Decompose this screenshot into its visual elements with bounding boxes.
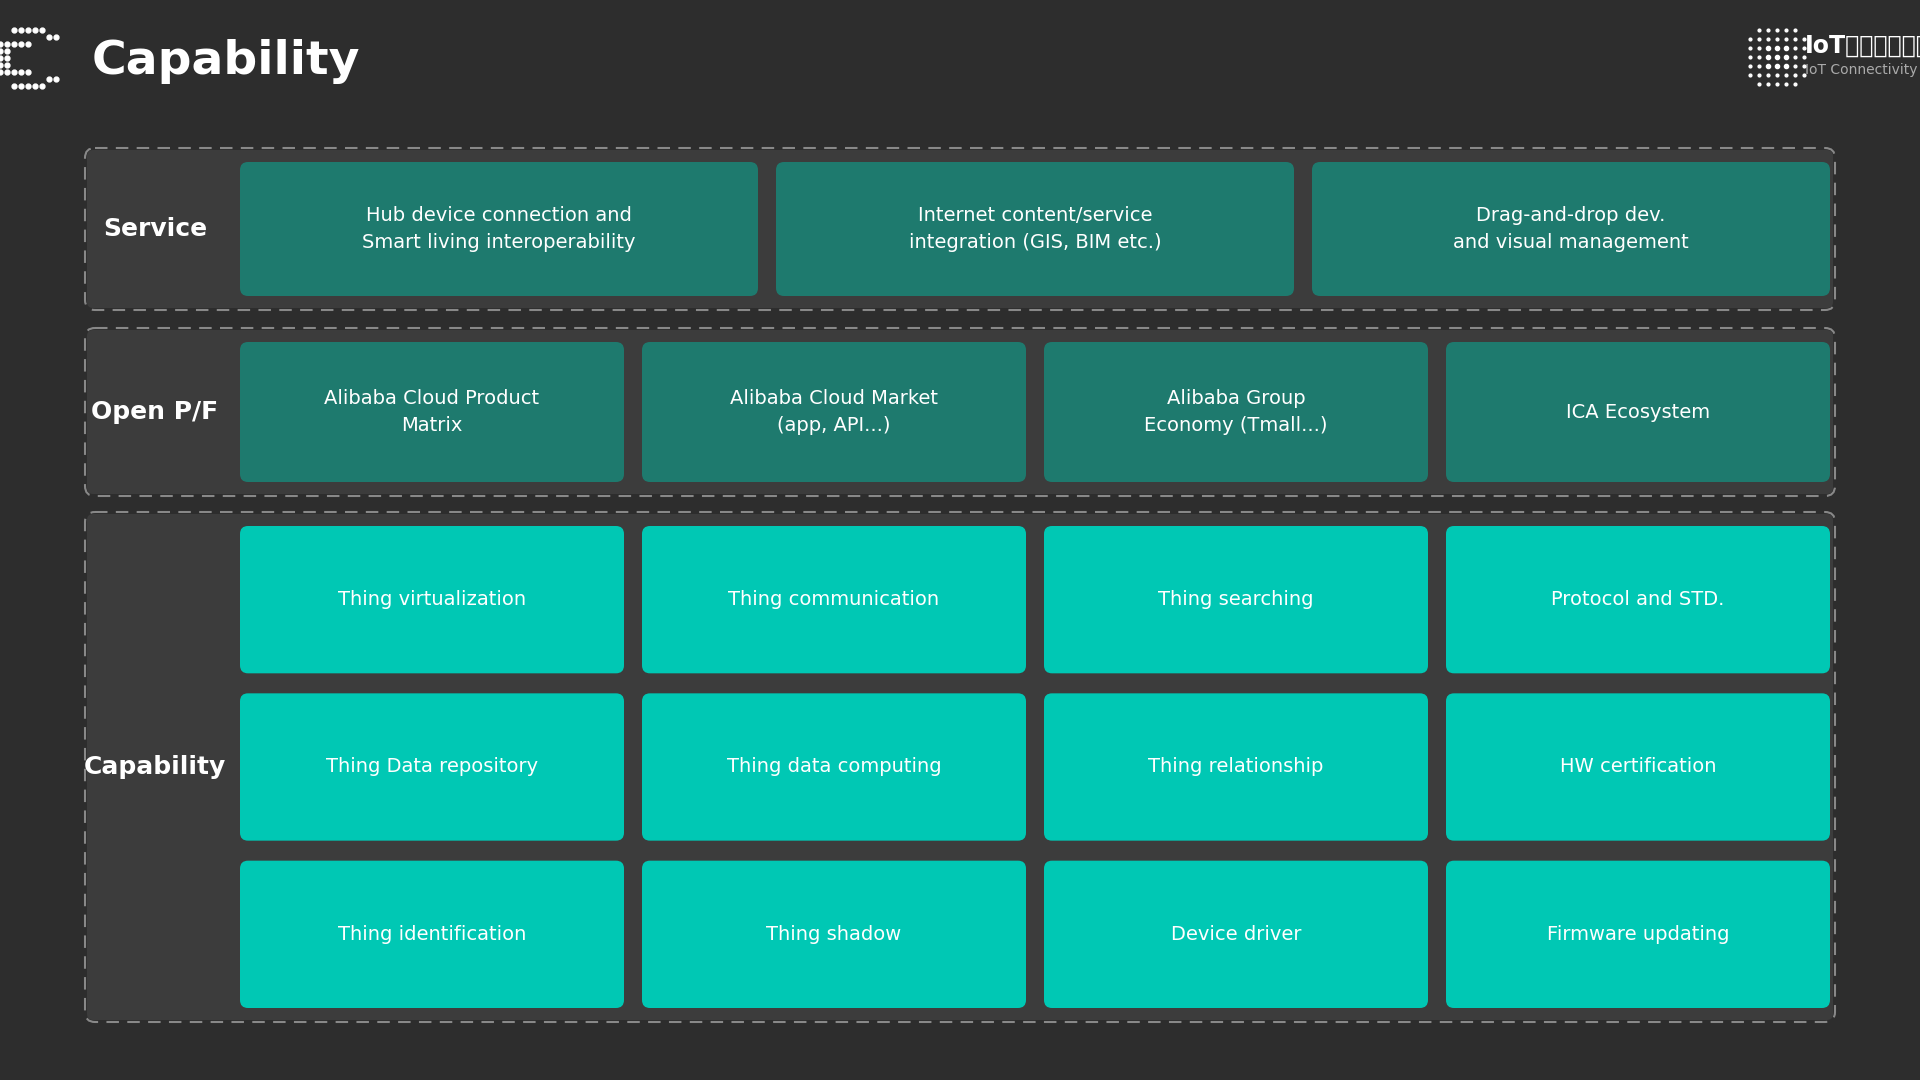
Text: Thing communication: Thing communication xyxy=(728,590,939,609)
Text: IoT Connectivity Alliance: IoT Connectivity Alliance xyxy=(1805,63,1920,77)
FancyBboxPatch shape xyxy=(641,693,1025,840)
FancyBboxPatch shape xyxy=(641,526,1025,673)
FancyBboxPatch shape xyxy=(641,861,1025,1008)
FancyBboxPatch shape xyxy=(1446,342,1830,482)
FancyBboxPatch shape xyxy=(1311,162,1830,296)
FancyBboxPatch shape xyxy=(641,342,1025,482)
Text: ICA Ecosystem: ICA Ecosystem xyxy=(1567,403,1711,421)
Text: Thing data computing: Thing data computing xyxy=(726,757,941,777)
Text: Service: Service xyxy=(104,217,207,241)
Text: Thing identification: Thing identification xyxy=(338,924,526,944)
Text: Alibaba Group
Economy (Tmall...): Alibaba Group Economy (Tmall...) xyxy=(1144,389,1329,435)
Text: Open P/F: Open P/F xyxy=(92,400,219,424)
Text: IoT合作伙伴计划: IoT合作伙伴计划 xyxy=(1805,33,1920,58)
Text: Device driver: Device driver xyxy=(1171,924,1302,944)
Text: Protocol and STD.: Protocol and STD. xyxy=(1551,590,1724,609)
FancyBboxPatch shape xyxy=(240,693,624,840)
Text: Thing Data repository: Thing Data repository xyxy=(326,757,538,777)
FancyBboxPatch shape xyxy=(240,342,624,482)
FancyBboxPatch shape xyxy=(1446,526,1830,673)
Text: Thing virtualization: Thing virtualization xyxy=(338,590,526,609)
FancyBboxPatch shape xyxy=(240,162,758,296)
Text: Alibaba Cloud Product
Matrix: Alibaba Cloud Product Matrix xyxy=(324,389,540,435)
Text: Alibaba Cloud Market
(app, API...): Alibaba Cloud Market (app, API...) xyxy=(730,389,939,435)
Text: Capability: Capability xyxy=(84,755,227,779)
FancyBboxPatch shape xyxy=(1446,693,1830,840)
FancyBboxPatch shape xyxy=(86,150,1834,308)
FancyBboxPatch shape xyxy=(1044,693,1428,840)
Text: Thing shadow: Thing shadow xyxy=(766,924,902,944)
Text: Thing relationship: Thing relationship xyxy=(1148,757,1323,777)
FancyBboxPatch shape xyxy=(1044,861,1428,1008)
FancyBboxPatch shape xyxy=(240,861,624,1008)
FancyBboxPatch shape xyxy=(1044,526,1428,673)
FancyBboxPatch shape xyxy=(86,330,1834,494)
Text: Drag-and-drop dev.
and visual management: Drag-and-drop dev. and visual management xyxy=(1453,206,1690,252)
FancyBboxPatch shape xyxy=(776,162,1294,296)
Text: Hub device connection and
Smart living interoperability: Hub device connection and Smart living i… xyxy=(363,206,636,252)
FancyBboxPatch shape xyxy=(1044,342,1428,482)
FancyBboxPatch shape xyxy=(240,526,624,673)
Text: Thing searching: Thing searching xyxy=(1158,590,1313,609)
FancyBboxPatch shape xyxy=(1446,861,1830,1008)
Text: HW certification: HW certification xyxy=(1559,757,1716,777)
FancyBboxPatch shape xyxy=(86,514,1834,1020)
Text: Capability: Capability xyxy=(92,40,361,84)
Text: Firmware updating: Firmware updating xyxy=(1548,924,1730,944)
Text: Internet content/service
integration (GIS, BIM etc.): Internet content/service integration (GI… xyxy=(908,206,1162,252)
